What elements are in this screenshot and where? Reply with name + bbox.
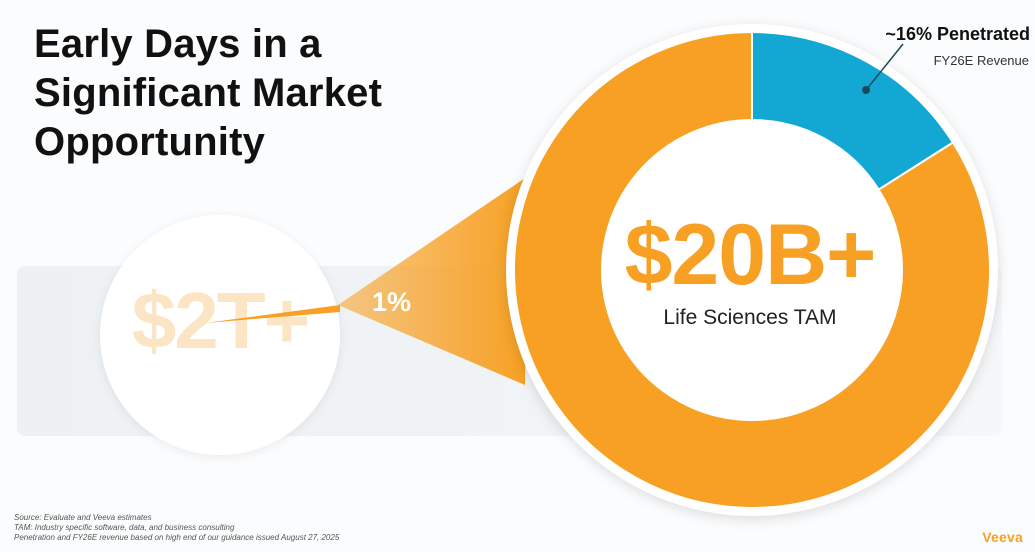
penetration-label: ~16% Penetrated <box>885 24 1030 44</box>
callout-leader-line <box>865 43 904 91</box>
title-line-2: Significant Market <box>34 71 383 115</box>
slide-title: Early Days in a Significant Market Oppor… <box>34 20 454 167</box>
tam-label: Life Sciences TAM <box>663 306 837 329</box>
market-share-label: 1% <box>372 287 412 317</box>
title-line-3: Opportunity <box>34 120 266 164</box>
total-market-circle <box>100 215 340 455</box>
donut-slices <box>513 30 991 509</box>
total-market-value: $2T+ <box>131 276 311 365</box>
penetration-sublabel: FY26E Revenue <box>933 53 1029 68</box>
footnote-source: Source: Evaluate and Veeva estimates <box>14 513 152 522</box>
callout-dot <box>862 86 870 94</box>
footnote-tam: TAM: Industry specific software, data, a… <box>14 523 235 532</box>
title-line-1: Early Days in a <box>34 22 322 66</box>
market-share-sliver <box>205 305 340 323</box>
donut-hole <box>602 120 902 420</box>
zoom-wedge <box>338 176 528 385</box>
footnotes: Source: Evaluate and Veeva estimates TAM… <box>14 513 534 543</box>
tam-value: $20B+ <box>624 207 877 303</box>
veeva-logo: Veeva <box>982 529 1023 545</box>
footnote-penetration: Penetration and FY26E revenue based on h… <box>14 533 340 542</box>
